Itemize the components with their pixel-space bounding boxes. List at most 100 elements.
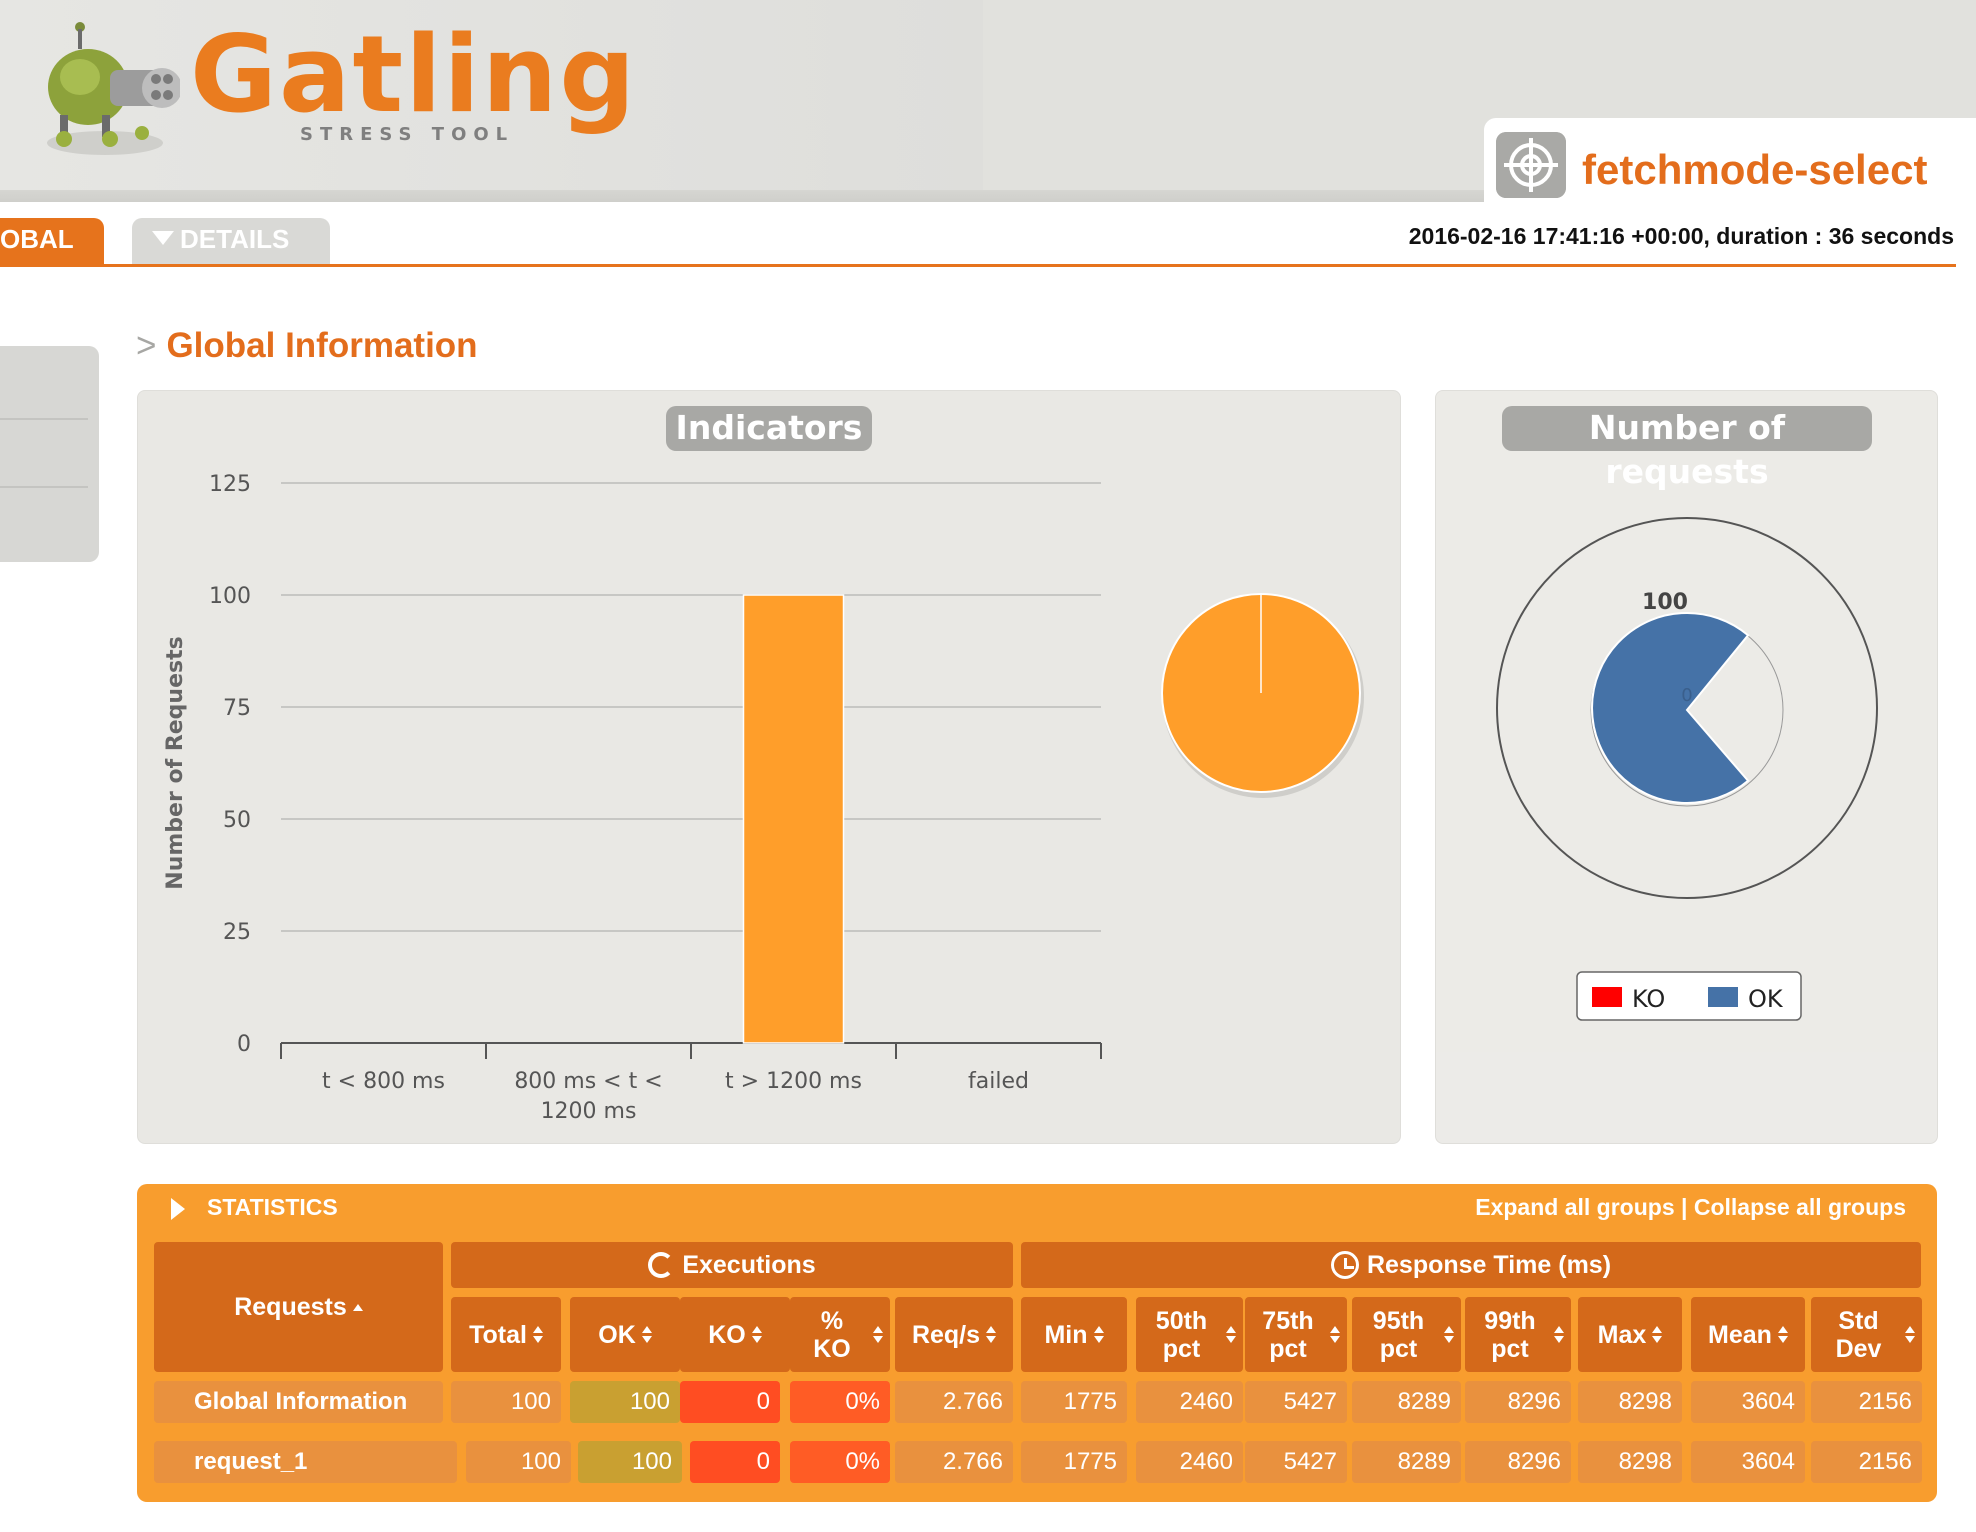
table-cell: 100 [570, 1381, 680, 1423]
table-cell: 0% [790, 1441, 890, 1483]
sort-icon[interactable] [1330, 1325, 1340, 1344]
column-header-label: % KO [813, 1306, 851, 1363]
expand-all-groups-link[interactable]: Expand all groups [1475, 1194, 1675, 1220]
clock-icon [1330, 1251, 1359, 1279]
column-header[interactable]: Std Dev [1811, 1297, 1922, 1372]
legend-label[interactable]: KO [1632, 985, 1665, 1013]
sort-icon[interactable] [1554, 1325, 1564, 1344]
requests-pie-chart: 100 0 KO OK [1496, 517, 1878, 1021]
table-cell: 0 [680, 1381, 780, 1423]
section-title-text: Global Information [166, 326, 478, 365]
group-links: Expand all groups | Collapse all groups [1475, 1194, 1906, 1221]
column-header-label: Std Dev [1835, 1306, 1882, 1363]
tab-global[interactable]: OBAL [0, 218, 104, 266]
table-cell: 3604 [1691, 1441, 1805, 1483]
y-axis-label: Number of Requests [163, 636, 188, 889]
triangle-down-icon [152, 231, 174, 245]
table-cell: 0% [790, 1381, 890, 1423]
requests-column-header[interactable]: Requests [154, 1242, 443, 1372]
nav-underline [0, 264, 1956, 267]
target-icon [1496, 132, 1566, 198]
table-cell: 3604 [1691, 1381, 1805, 1423]
table-cell: 5427 [1245, 1381, 1347, 1423]
pie-data-label: 0 [1681, 685, 1692, 706]
collapse-all-groups-link[interactable]: Collapse all groups [1693, 1194, 1906, 1220]
column-header[interactable]: Total [451, 1297, 561, 1372]
triangle-right-icon[interactable] [171, 1198, 185, 1220]
x-tick-label: t < 800 ms [322, 1069, 445, 1094]
table-cell: 2.766 [895, 1441, 1013, 1483]
logo-subtitle: STRESS TOOL [300, 124, 515, 145]
statistics-title[interactable]: STATISTICS [207, 1194, 338, 1220]
column-header-label: Mean [1708, 1320, 1772, 1349]
sort-icon[interactable] [1444, 1325, 1454, 1344]
column-header[interactable]: 75th pct [1245, 1297, 1347, 1372]
sort-ascending-icon[interactable] [352, 1303, 363, 1311]
column-header-label: 95th pct [1372, 1306, 1425, 1363]
column-header[interactable]: Mean [1691, 1297, 1805, 1372]
x-tick-label: 800 ms < t <1200 ms [514, 1069, 662, 1124]
pie-data-label: 100 [1642, 590, 1688, 615]
column-header[interactable]: % KO [790, 1297, 890, 1372]
sort-icon[interactable] [986, 1325, 997, 1344]
section-title: > Global Information [136, 326, 478, 366]
simulation-tab [1484, 118, 1976, 202]
sort-icon[interactable] [1905, 1325, 1915, 1344]
table-cell: 100 [578, 1441, 682, 1483]
sort-icon[interactable] [751, 1325, 762, 1344]
column-header-label: Req/s [911, 1320, 981, 1349]
tab-details[interactable]: DETAILS [132, 218, 330, 266]
pie-slice-ok[interactable] [1591, 612, 1750, 804]
legend-label[interactable]: OK [1748, 985, 1784, 1013]
table-cell: 8296 [1465, 1441, 1571, 1483]
y-tick-label: 25 [223, 920, 251, 945]
left-menu[interactable] [0, 346, 99, 562]
indicators-title: Indicators [666, 406, 872, 451]
header-shadow [0, 190, 1976, 202]
column-header[interactable]: Min [1021, 1297, 1127, 1372]
table-cell: 100 [466, 1441, 571, 1483]
column-header[interactable]: 95th pct [1352, 1297, 1461, 1372]
legend-swatch [1592, 987, 1622, 1007]
column-header[interactable]: KO [680, 1297, 790, 1372]
sort-icon[interactable] [1777, 1325, 1788, 1344]
table-cell: 1775 [1021, 1381, 1127, 1423]
gatling-logo-text: Gatling [190, 13, 638, 136]
column-header[interactable]: Max [1578, 1297, 1682, 1372]
y-tick-label: 75 [223, 696, 251, 721]
menu-divider [0, 418, 88, 420]
column-header-label: 99th pct [1484, 1306, 1536, 1363]
sort-icon[interactable] [532, 1325, 543, 1344]
table-cell: 0 [690, 1441, 780, 1483]
column-header[interactable]: 99th pct [1465, 1297, 1571, 1372]
request-name[interactable]: Global Information [154, 1381, 443, 1423]
sort-icon[interactable] [873, 1325, 883, 1344]
simulation-title: fetchmode-select [1582, 146, 1928, 193]
sort-icon[interactable] [1226, 1325, 1236, 1344]
response-time-header-label: Response Time (ms) [1366, 1251, 1612, 1279]
legend-swatch [1708, 987, 1738, 1007]
y-tick-label: 50 [223, 808, 251, 833]
column-header-label: Min [1044, 1320, 1088, 1349]
sort-icon[interactable] [1652, 1325, 1663, 1344]
table-cell: 2460 [1136, 1441, 1243, 1483]
bar[interactable] [742, 594, 845, 1044]
table-cell: 2156 [1811, 1441, 1922, 1483]
column-header[interactable]: 50th pct [1136, 1297, 1243, 1372]
link-separator: | [1681, 1194, 1688, 1220]
table-cell: 8298 [1578, 1441, 1682, 1483]
y-tick-label: 0 [237, 1032, 251, 1057]
table-cell: 8289 [1352, 1441, 1461, 1483]
request-name[interactable]: request_1 [154, 1441, 457, 1483]
executions-header: Executions [451, 1242, 1013, 1288]
executions-icon [648, 1252, 675, 1278]
sort-icon[interactable] [641, 1325, 652, 1344]
sort-icon[interactable] [1093, 1325, 1104, 1344]
column-header-label: 75th pct [1262, 1306, 1314, 1363]
column-header[interactable]: OK [570, 1297, 680, 1372]
table-cell: 8296 [1465, 1381, 1571, 1423]
column-header[interactable]: Req/s [895, 1297, 1013, 1372]
run-info: 2016-02-16 17:41:16 +00:00, duration : 3… [1408, 223, 1954, 249]
response-time-header: Response Time (ms) [1021, 1242, 1921, 1288]
table-cell: 100 [451, 1381, 561, 1423]
